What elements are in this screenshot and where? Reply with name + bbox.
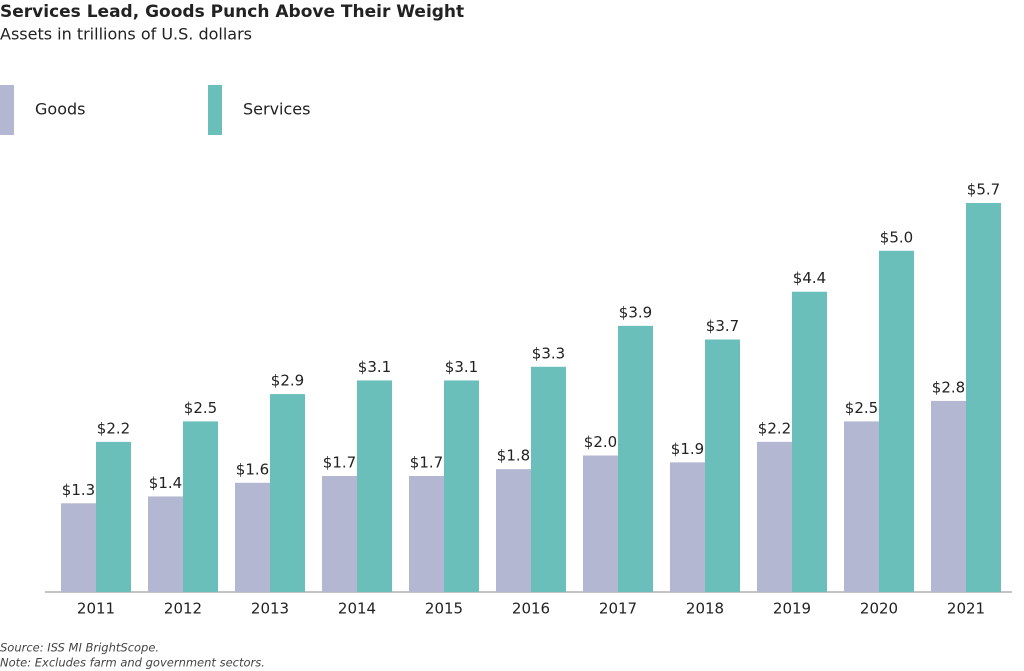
x-tick-label: 2021 — [947, 600, 985, 618]
bar — [270, 394, 305, 592]
value-label: $3.7 — [706, 317, 739, 335]
bar — [96, 441, 131, 592]
value-label: $2.2 — [97, 419, 130, 437]
value-label: $2.5 — [845, 399, 878, 417]
bar — [757, 441, 792, 592]
x-tick-label: 2018 — [686, 600, 724, 618]
x-tick-label: 2016 — [512, 600, 550, 618]
bar — [792, 291, 827, 592]
value-label: $2.5 — [184, 399, 217, 417]
value-label: $1.7 — [323, 453, 356, 471]
chart-title: Services Lead, Goods Punch Above Their W… — [0, 2, 464, 22]
value-label: $2.2 — [758, 419, 791, 437]
bar — [148, 496, 183, 592]
bar — [61, 503, 96, 592]
bar — [966, 203, 1001, 592]
x-tick-label: 2014 — [338, 600, 376, 618]
value-label: $3.9 — [619, 303, 652, 321]
value-label: $2.8 — [932, 378, 965, 396]
bar — [583, 455, 618, 592]
bar — [618, 325, 653, 592]
bar — [322, 475, 357, 592]
x-tick-label: 2013 — [251, 600, 289, 618]
value-label: $1.8 — [497, 447, 530, 465]
value-label: $1.7 — [410, 453, 443, 471]
bar — [879, 250, 914, 593]
value-label: $3.1 — [358, 358, 391, 376]
legend-label: Services — [243, 100, 310, 119]
source-note: Source: ISS MI BrightScope. — [0, 641, 159, 655]
legend-swatch — [208, 85, 222, 135]
bar — [705, 339, 740, 592]
value-label: $4.4 — [793, 269, 826, 287]
value-label: $5.7 — [967, 181, 1000, 199]
value-label: $3.1 — [445, 358, 478, 376]
value-label: $1.3 — [62, 481, 95, 499]
footnote: Note: Excludes farm and government secto… — [0, 656, 265, 670]
x-tick-label: 2017 — [599, 600, 637, 618]
value-label: $1.9 — [671, 440, 704, 458]
bar — [357, 380, 392, 592]
bar — [931, 400, 966, 592]
bar — [531, 366, 566, 592]
bar — [183, 421, 218, 592]
value-label: $3.3 — [532, 344, 565, 362]
value-label: $5.0 — [880, 228, 913, 246]
x-tick-label: 2012 — [164, 600, 202, 618]
chart-subtitle: Assets in trillions of U.S. dollars — [0, 25, 252, 44]
x-tick-label: 2015 — [425, 600, 463, 618]
bar — [670, 462, 705, 592]
bar — [844, 421, 879, 592]
x-tick-label: 2020 — [860, 600, 898, 618]
bar — [444, 380, 479, 592]
bar — [409, 475, 444, 592]
value-label: $2.0 — [584, 433, 617, 451]
x-tick-label: 2011 — [77, 600, 115, 618]
legend-swatch — [0, 85, 14, 135]
value-label: $2.9 — [271, 372, 304, 390]
x-tick-label: 2019 — [773, 600, 811, 618]
bar — [496, 469, 531, 592]
value-label: $1.4 — [149, 474, 182, 492]
legend-label: Goods — [35, 100, 85, 119]
bar — [235, 482, 270, 592]
value-label: $1.6 — [236, 460, 269, 478]
